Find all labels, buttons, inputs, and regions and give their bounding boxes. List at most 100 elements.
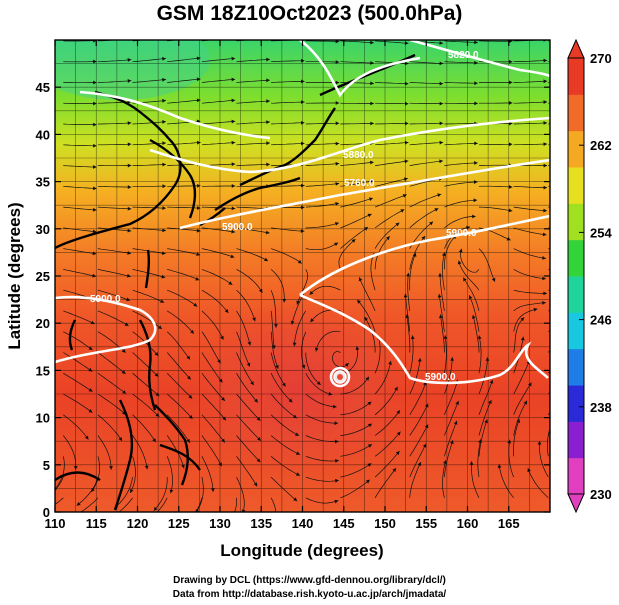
streamline xyxy=(201,142,236,146)
colorbar-segment xyxy=(568,421,584,459)
colorbar-min-arrow xyxy=(567,493,585,514)
streamline xyxy=(478,185,513,188)
streamline-arrow xyxy=(196,228,201,233)
streamline-arrow xyxy=(484,419,488,424)
streamline-arrow xyxy=(472,214,476,219)
streamline-arrow xyxy=(507,439,512,444)
streamline-arrow xyxy=(250,381,254,386)
streamline xyxy=(513,227,547,236)
streamline xyxy=(167,99,201,104)
streamline-arrow xyxy=(455,400,459,405)
x-tick-label: 110 xyxy=(45,516,66,531)
streamline-arrow xyxy=(335,478,339,483)
streamline-arrow xyxy=(543,79,548,84)
streamline-arrow xyxy=(417,357,422,362)
streamline-arrow xyxy=(543,121,548,125)
streamline-arrow xyxy=(367,423,372,428)
streamline-arrow xyxy=(93,101,97,106)
streamline xyxy=(305,455,339,462)
streamline xyxy=(167,78,201,83)
streamline-arrow xyxy=(224,308,229,313)
streamline xyxy=(167,310,195,335)
streamline-arrow xyxy=(335,60,340,64)
streamline-arrow xyxy=(293,497,298,502)
y-tick-label: 0 xyxy=(43,505,50,520)
streamline xyxy=(132,142,166,146)
streamline xyxy=(236,100,270,104)
streamline xyxy=(114,477,133,509)
streamline-arrow xyxy=(92,273,97,278)
y-tick-label: 20 xyxy=(36,316,50,331)
streamline xyxy=(63,206,97,211)
streamline xyxy=(409,335,414,374)
streamline-arrow xyxy=(439,140,444,145)
streamline-arrow xyxy=(195,509,200,512)
streamline xyxy=(201,331,221,364)
colorbar-segment xyxy=(568,94,584,132)
streamline-arrow xyxy=(357,299,361,304)
streamline-arrow xyxy=(508,101,513,105)
streamline xyxy=(166,331,191,360)
streamline-arrow xyxy=(453,420,458,425)
streamline-arrow xyxy=(162,56,166,61)
streamline xyxy=(305,476,339,482)
streamline-arrow xyxy=(439,121,444,126)
streamline-arrow xyxy=(561,403,565,407)
y-tick-label: 40 xyxy=(36,127,50,142)
streamline-arrow xyxy=(385,236,390,241)
height-contours xyxy=(55,40,550,388)
streamline xyxy=(462,277,480,311)
colorbar-segment xyxy=(568,457,584,495)
streamline xyxy=(442,460,447,498)
x-tick-label: 120 xyxy=(127,516,149,531)
streamline-arrow xyxy=(221,438,225,443)
streamline xyxy=(513,101,548,104)
streamline-arrow xyxy=(231,206,236,211)
streamline xyxy=(444,61,478,64)
streamline xyxy=(409,208,439,229)
streamline-arrow xyxy=(196,77,201,82)
streamline xyxy=(236,269,263,293)
streamline-arrow xyxy=(76,501,81,506)
contour-label: 5880.0 xyxy=(343,150,374,161)
y-axis: 0 5 10 15 20 25 30 35 40 45 xyxy=(36,80,550,520)
streamline-arrow xyxy=(127,251,132,255)
streamline xyxy=(527,467,549,499)
streamline xyxy=(132,372,160,397)
streamline-arrow xyxy=(88,346,93,350)
streamline-arrow xyxy=(520,336,525,341)
streamline xyxy=(97,269,131,277)
streamline xyxy=(167,227,201,232)
streamline-arrow xyxy=(367,213,372,218)
streamline-arrow xyxy=(422,443,427,448)
streamline-arrow xyxy=(296,300,301,305)
streamline-arrow xyxy=(314,347,319,352)
streamline-arrow xyxy=(124,322,129,326)
streamline xyxy=(236,352,254,386)
streamline-arrow xyxy=(310,318,315,323)
x-tick-label: 145 xyxy=(333,516,355,531)
streamline-arrow xyxy=(533,307,538,312)
streamline-arrow xyxy=(508,80,513,85)
streamline-arrow xyxy=(309,290,314,295)
streamline-arrow xyxy=(294,432,299,436)
streamline-arrow xyxy=(186,355,191,360)
streamline xyxy=(201,393,227,421)
streamline xyxy=(132,79,166,83)
streamline-arrow xyxy=(264,257,269,262)
streamline xyxy=(340,463,372,478)
streamline-arrow xyxy=(161,274,166,279)
streamline xyxy=(63,372,93,392)
streamline-arrow xyxy=(334,242,339,247)
streamline-arrow xyxy=(122,390,127,394)
streamline-arrow xyxy=(157,325,162,330)
streamline-arrow xyxy=(127,79,132,83)
streamline-arrow xyxy=(358,277,363,282)
contour-label: 5900.0 xyxy=(90,294,121,305)
streamline xyxy=(478,335,482,374)
streamline-arrow xyxy=(367,463,372,467)
streamline-arrow xyxy=(316,381,321,385)
streamline xyxy=(97,80,132,83)
streamline-arrow xyxy=(396,431,401,436)
streamline xyxy=(63,352,93,372)
